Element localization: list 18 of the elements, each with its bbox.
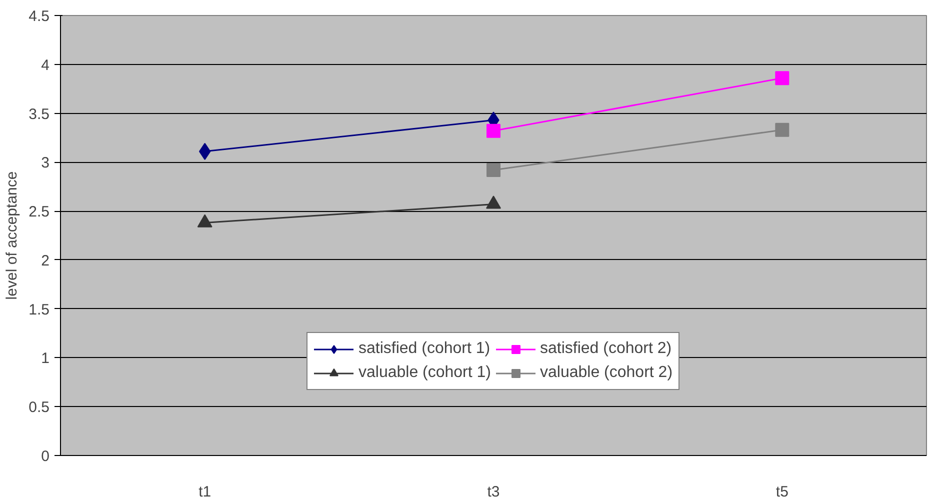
y-tick-label: 0 [41,448,50,465]
legend-label: valuable (cohort 2) [540,364,673,382]
y-tick-label: 0.5 [28,399,50,416]
legend-label: satisfied (cohort 2) [540,340,672,358]
x-tick-label: t1 [198,484,212,500]
y-tick-label: 2.5 [28,204,50,221]
y-axis-title: level of acceptance [4,171,21,300]
y-tick-label: 4 [41,56,50,74]
y-tick-label: 1.5 [28,301,50,318]
legend-label: valuable (cohort 1) [358,364,491,382]
y-tick-label: 1 [41,350,50,368]
y-tick-label: 4.5 [28,8,50,25]
y-tick-label: 3 [41,154,50,172]
x-tick-label: t5 [776,484,788,500]
legend-label: satisfied (cohort 1) [358,340,490,358]
x-tick-label: t3 [487,484,500,500]
y-tick-label: 2 [41,252,50,270]
y-tick-label: 3.5 [28,106,50,123]
